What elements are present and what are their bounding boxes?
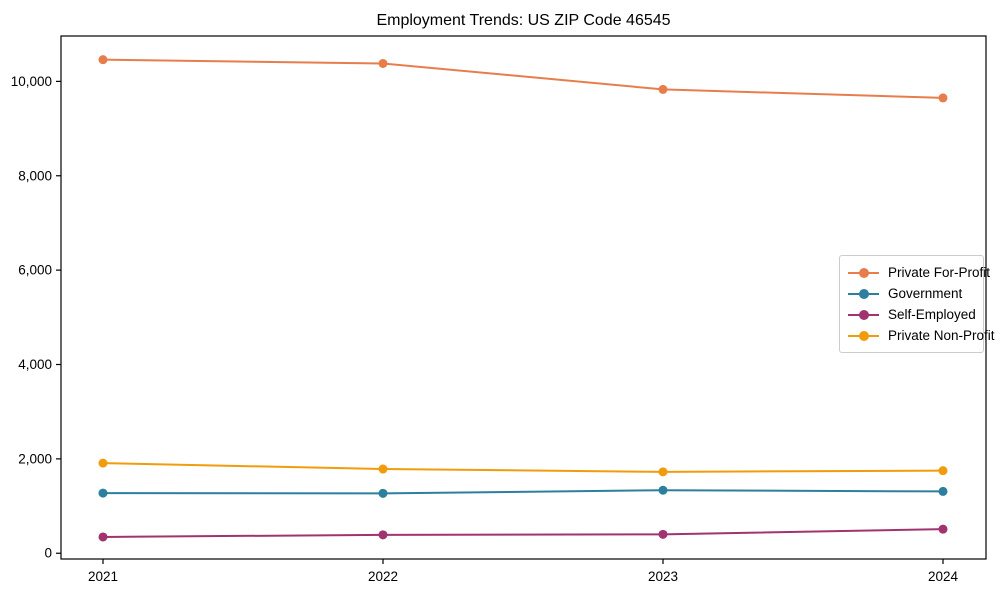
legend-line-dot-icon bbox=[848, 309, 879, 320]
series-line-government bbox=[102, 489, 944, 495]
chart-title: Employment Trends: US ZIP Code 46545 bbox=[376, 12, 671, 29]
data-point-marker bbox=[378, 488, 388, 498]
data-point-marker bbox=[98, 55, 108, 65]
legend: Private For-Profit Government Self-Employe… bbox=[839, 255, 995, 353]
data-point-marker bbox=[378, 464, 388, 474]
y-tick-label: 10,000 bbox=[11, 74, 52, 89]
y-tick-label: 4,000 bbox=[18, 357, 52, 372]
legend-line-dot-icon bbox=[848, 330, 879, 341]
y-tick-label: 6,000 bbox=[18, 263, 52, 278]
x-tick-label: 2023 bbox=[648, 569, 678, 584]
legend-item-private-for-profit: Private For-Profit bbox=[848, 262, 990, 283]
data-point-marker bbox=[938, 524, 948, 534]
series-line-self-employed bbox=[102, 528, 944, 538]
data-point-marker bbox=[378, 530, 388, 540]
x-tick-label: 2021 bbox=[88, 569, 118, 584]
legend-label: Private Non-Profit bbox=[888, 328, 995, 343]
data-point-marker bbox=[938, 486, 948, 496]
data-point-marker bbox=[658, 485, 668, 495]
data-point-marker bbox=[98, 532, 108, 542]
series-line-private-non-profit bbox=[102, 462, 944, 473]
data-point-marker bbox=[938, 466, 948, 476]
data-point-marker bbox=[938, 93, 948, 103]
data-point-marker bbox=[378, 58, 388, 68]
data-point-marker bbox=[658, 84, 668, 94]
data-point-marker bbox=[98, 488, 108, 498]
legend-label: Private For-Profit bbox=[888, 265, 991, 280]
legend-label: Self-Employed bbox=[888, 307, 976, 322]
x-tick-label: 2024 bbox=[928, 569, 959, 584]
axes-frame bbox=[60, 35, 987, 560]
legend-label: Government bbox=[888, 286, 963, 301]
data-point-marker bbox=[658, 467, 668, 477]
y-tick-label: 8,000 bbox=[18, 168, 52, 183]
data-point-marker bbox=[658, 529, 668, 539]
legend-item-government: Government bbox=[848, 283, 983, 304]
y-tick-label: 2,000 bbox=[18, 451, 52, 466]
legend-line-dot-icon bbox=[848, 267, 879, 278]
x-tick-label: 2022 bbox=[368, 569, 398, 584]
y-tick-label: 0 bbox=[44, 546, 52, 561]
legend-line-dot-icon bbox=[848, 288, 879, 299]
data-point-marker bbox=[98, 458, 108, 468]
series-line-private-for-profit bbox=[102, 58, 944, 99]
legend-item-private-non-profit: Private Non-Profit bbox=[848, 325, 995, 346]
legend-item-self-employed: Self-Employed bbox=[848, 304, 983, 325]
